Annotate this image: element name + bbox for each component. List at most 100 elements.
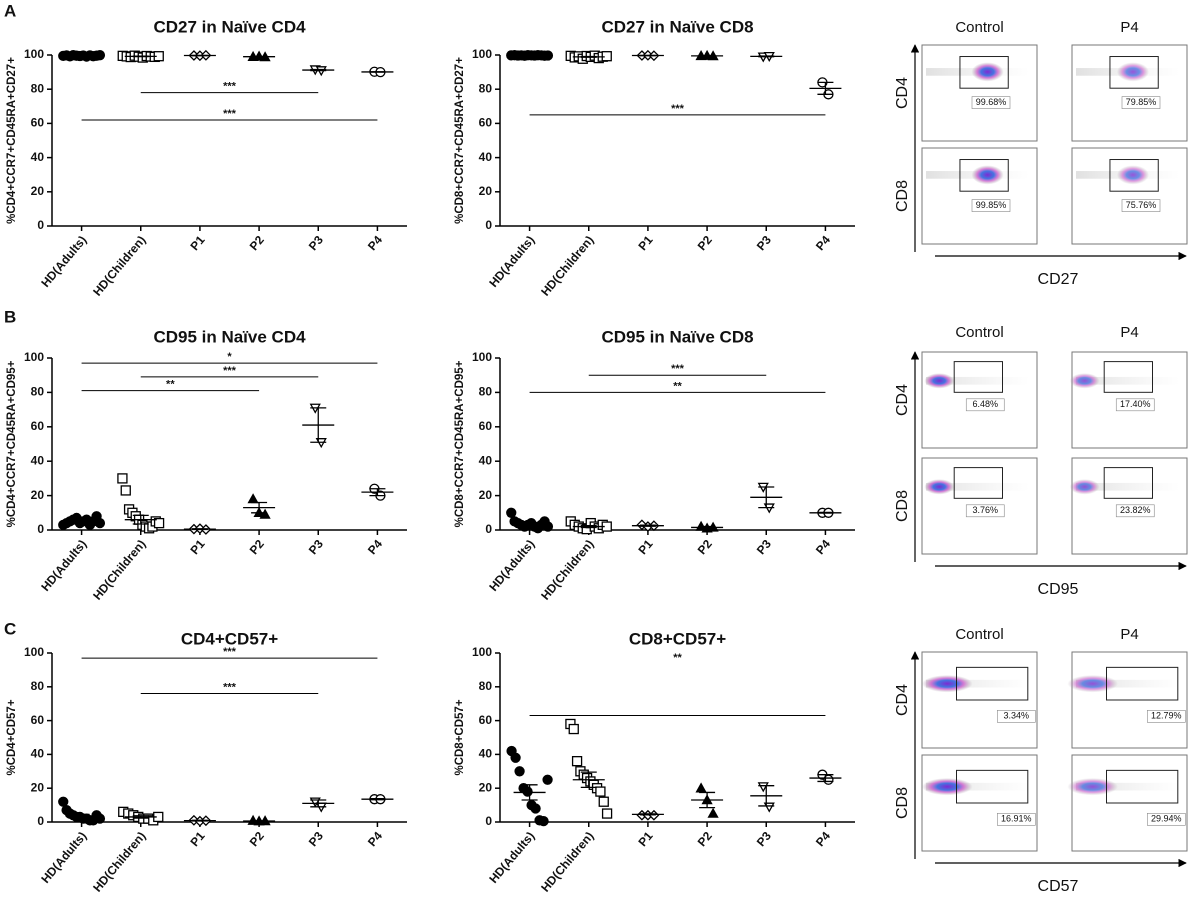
- flow-column-header: Control: [955, 324, 1003, 341]
- flow-x-label: CD57: [1038, 878, 1079, 895]
- point: [259, 508, 271, 519]
- point: [153, 517, 165, 529]
- y-tick-label: 80: [479, 81, 493, 95]
- point: [120, 485, 131, 496]
- y-axis-label: %CD4+CD57+: [6, 699, 18, 775]
- y-tick-label: 80: [31, 385, 45, 399]
- y-tick-label: 100: [24, 47, 44, 61]
- point: [117, 473, 128, 484]
- flow-percent-box: [1147, 710, 1186, 723]
- y-tick-label: 100: [472, 350, 492, 364]
- y-tick-label: 0: [485, 522, 492, 536]
- flow-cloud: [922, 675, 973, 693]
- y-tick-label: 20: [479, 488, 493, 502]
- flow-percent-box: [1115, 398, 1155, 412]
- significance-label: ***: [223, 365, 237, 377]
- flow-cloud: [1069, 479, 1100, 495]
- flow-cloud: [1067, 778, 1118, 796]
- point: [571, 756, 583, 767]
- point: [247, 493, 259, 504]
- x-tick-label: P1: [635, 829, 655, 849]
- point: [568, 723, 579, 735]
- y-tick-label: 40: [479, 747, 493, 761]
- y-tick-label: 0: [37, 218, 44, 232]
- significance-label: ***: [223, 81, 237, 93]
- flow-plot: [921, 147, 1038, 245]
- significance-label: ***: [223, 108, 237, 120]
- flow-percent-box: [996, 813, 1036, 826]
- x-tick-label: P3: [754, 829, 774, 849]
- significance-label: ***: [223, 681, 237, 693]
- flow-column-header: Control: [955, 19, 1003, 36]
- flow-cloud: [1069, 373, 1100, 389]
- flow-cloud: [1116, 165, 1150, 185]
- flow-gate: [1109, 159, 1159, 192]
- x-tick-label: P4: [365, 829, 385, 849]
- flow-x-label: CD27: [1038, 271, 1079, 288]
- x-tick-label: P4: [365, 537, 385, 557]
- point: [506, 507, 517, 518]
- y-tick-label: 80: [31, 679, 45, 693]
- flow-column-header: P4: [1120, 19, 1138, 36]
- x-tick-label: HD(Adults): [486, 829, 537, 886]
- y-axis-label: %CD4+CCR7+CD45RA+CD95+: [6, 360, 18, 527]
- flow-haze: [926, 679, 1030, 688]
- flow-percent: 3.76%: [972, 505, 998, 515]
- flow-gate: [953, 467, 1004, 499]
- y-axis-label: %CD8+CCR7+CD45RA+CD95+: [454, 360, 466, 527]
- point: [595, 786, 606, 797]
- flow-percent-box: [971, 96, 1011, 109]
- flow-haze: [1076, 482, 1180, 491]
- x-tick-label: P3: [754, 233, 774, 253]
- flow-gate: [1103, 467, 1153, 499]
- flow-percent-box: [971, 199, 1011, 212]
- flow-plot: [921, 44, 1038, 142]
- significance-label: *: [227, 351, 232, 363]
- panel-letter: C: [4, 619, 16, 638]
- x-tick-label: HD(Adults): [486, 233, 537, 290]
- flow-percent: 3.34%: [1004, 711, 1030, 721]
- flow-row-label: CD8: [894, 787, 911, 819]
- flow-row-label: CD4: [894, 684, 911, 716]
- x-tick-label: P2: [247, 537, 267, 557]
- flow-percent-box: [1147, 813, 1186, 826]
- x-tick-label: P1: [187, 829, 207, 849]
- y-tick-label: 20: [479, 780, 493, 794]
- y-tick-label: 0: [485, 218, 492, 232]
- flow-gate: [959, 56, 1009, 89]
- point: [58, 796, 69, 807]
- flow-plot: [1071, 147, 1188, 245]
- flow-cloud: [922, 778, 973, 796]
- flow-haze: [1076, 679, 1180, 688]
- flow-percent: 29.94%: [1151, 814, 1182, 824]
- x-tick-label: HD(Adults): [38, 829, 89, 886]
- y-tick-label: 0: [37, 522, 44, 536]
- x-tick-label: HD(Children): [90, 233, 148, 299]
- point: [695, 782, 707, 793]
- flow-row-label: CD4: [894, 384, 911, 416]
- point: [601, 808, 613, 819]
- y-tick-label: 60: [31, 419, 45, 433]
- flow-gate: [1103, 361, 1153, 393]
- point: [94, 517, 106, 529]
- x-tick-label: P3: [306, 233, 326, 253]
- flow-row-label: CD4: [894, 77, 911, 109]
- x-tick-label: HD(Children): [538, 829, 596, 895]
- flow-percent: 99.85%: [976, 200, 1007, 210]
- flow-cloud: [1067, 675, 1118, 693]
- x-tick-label: P4: [813, 537, 833, 557]
- y-axis-label: %CD8+CCR7+CD45RA+CD27+: [454, 57, 466, 224]
- flow-percent: 16.91%: [1001, 814, 1032, 824]
- x-tick-label: P2: [247, 829, 267, 849]
- x-tick-label: P4: [365, 233, 385, 253]
- flow-x-label: CD95: [1038, 581, 1079, 598]
- x-tick-label: P2: [247, 233, 267, 253]
- flow-haze: [926, 482, 1030, 491]
- point: [514, 766, 525, 777]
- significance-label: **: [673, 652, 682, 664]
- chart-title: CD8+CD57+: [629, 629, 726, 648]
- chart-title: CD95 in Naïve CD4: [153, 327, 306, 346]
- point: [757, 782, 769, 793]
- x-tick-label: P4: [813, 233, 833, 253]
